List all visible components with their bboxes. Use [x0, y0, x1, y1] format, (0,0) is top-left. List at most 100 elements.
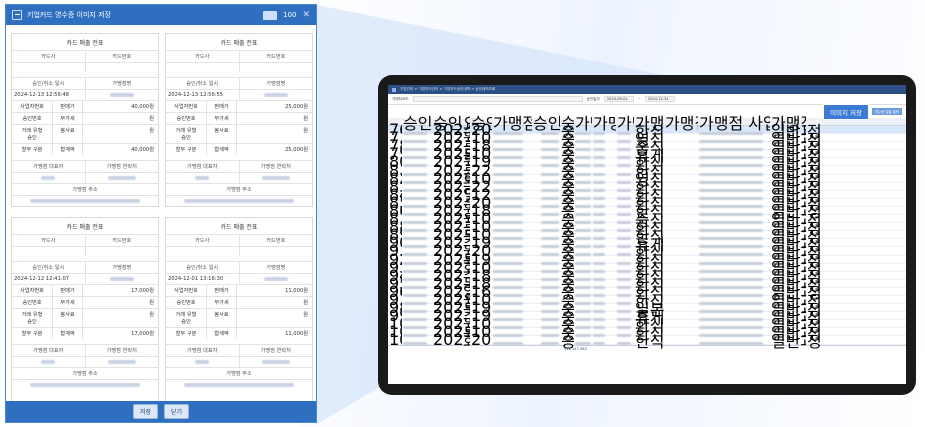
table-row[interactable]: 92 2024-11-07 목 19:18:57 승인 한식(2104) 일반과… [388, 250, 906, 270]
table-row[interactable]: 77 2024-09-30 월 10:39:03 승인 영식(2119) 일반과… [388, 128, 906, 149]
table-row[interactable]: 76 2024-10-23 수 20:48:14 승인 한식(4112) 일반과… [388, 120, 906, 141]
flag-cell: 정상 [807, 186, 820, 206]
flag-cell: 정상 [807, 226, 820, 246]
business-no-label: 사업자번호 [20, 104, 44, 110]
row-number: 79 [389, 144, 402, 164]
table-row[interactable]: 88 2024-11-15 금 10:50:47 승인 한식(2104) 일반과… [388, 217, 906, 238]
column-header[interactable]: 가맹점유형 [593, 113, 616, 133]
industry-cell: 한식(2104) [635, 267, 664, 287]
bizno-cell [574, 330, 592, 349]
table-row[interactable]: 97 2024-08-05 월 10:53:14 승인 한식(2104) 일반과… [388, 290, 906, 311]
merchant-cell [492, 298, 532, 317]
biz-status-cell: 일반과세자 [771, 291, 806, 311]
close-icon[interactable]: ✕ [302, 10, 310, 20]
table-row[interactable]: 84 2024-09-01 일 12:15:47 승인 한식(2104) 일반과… [388, 185, 906, 205]
bizno-cell [574, 250, 592, 269]
state-cell: 승인 [561, 299, 574, 319]
zoom-level: 100 [283, 11, 297, 19]
table-row[interactable]: 87 2024-11-18 월 10:51:49 승인 중식(2109) 일반과… [388, 209, 906, 230]
save-image-button[interactable]: 이미지 저장 [823, 103, 869, 120]
date-to-input[interactable]: 2024-12-31 [644, 96, 675, 102]
merchant-cell [492, 144, 532, 163]
service-fee-unit: 원 [236, 309, 312, 327]
table-row[interactable]: 96 2024-09-08 일 16:50:16 승인 한식(2104) 일반과… [388, 282, 906, 302]
receipt-title: 카드 매출 전표 [66, 40, 104, 47]
table-row[interactable]: 80 2024-09-23 월 19:10:18 승인 한식(2104) 일반과… [388, 152, 906, 173]
bizno-cell [574, 241, 592, 260]
table-row[interactable]: 91 2024-11-11 월 20:09:56 승인 한식(4112) 일반과… [388, 241, 906, 262]
table-row[interactable]: 98 2024-08-01 목 19:14:26 승인 일본음식점 전문(316… [388, 298, 906, 319]
table-row[interactable]: 99 2024-07-31 수 19:15:30 승인 휴게음식점(2002) … [388, 306, 906, 327]
address-cell [698, 298, 770, 317]
table-row[interactable]: 89 2024-11-14 목 10:56:45 승인 한식(2104) 일반과… [388, 225, 906, 246]
approval-datetime-label: 승인/취소 일시 [32, 81, 65, 87]
row-number: 81 [389, 160, 402, 180]
table-row[interactable]: 102 2024-07-09 화 20:12:25 승인 한식(2104) 일반… [388, 330, 906, 351]
address-cell [698, 201, 770, 220]
table-row[interactable]: 85 2024-12-04 수 20:07:15 승인 한식(4112) 일반과… [388, 193, 906, 213]
column-header[interactable]: 가맹점 업종명 [635, 113, 664, 133]
table-row[interactable]: 86 2024-12-02 월 18:21:24 승인 한식(2104) 일반과… [388, 201, 906, 221]
table-row[interactable]: 79 2024-09-26 목 10:52:55 승인 휴게음식점(2002) … [388, 144, 906, 165]
state-cell: 승인 [561, 202, 574, 222]
row-number: 84 [389, 184, 402, 204]
biz-status-cell: 일반과세자 [771, 145, 806, 165]
address-cell [698, 120, 770, 139]
table-row[interactable]: 82 2024-09-10 화 10:56:58 승인 영식(2119) 일반과… [388, 169, 906, 189]
table-row[interactable]: 95 2024-10-17 목 18:50:42 승인 한식(2104) 일반과… [388, 274, 906, 294]
column-header[interactable]: 승인시간 [471, 113, 492, 133]
table-row[interactable]: 81 2024-09-20 금 22:09:19 승인 한식(4112) 일반과… [388, 161, 906, 181]
column-header[interactable]: 승인금액(원화) [533, 113, 560, 133]
address-cell [698, 266, 770, 285]
bizno-cell [574, 258, 592, 277]
home-icon[interactable] [392, 87, 396, 92]
table-row[interactable]: 90 2024-11-13 수 19:01:53 승인 휴게음식점(2002) … [388, 233, 906, 254]
filter-input[interactable] [412, 96, 583, 102]
total-amount: 25,000원 [236, 144, 312, 155]
state-cell: 승인 [561, 267, 574, 287]
column-header[interactable]: 가맹점 사업자번호 [575, 113, 592, 133]
table-row[interactable]: 101 2024-07-11 목 10:31:50 승인 한식(2104) 일반… [388, 322, 906, 343]
save-button[interactable]: 저장 [132, 404, 158, 419]
flag-cell: 정상 [807, 307, 820, 327]
column-header[interactable]: 가맹점 사업 상태 [699, 113, 770, 133]
time-cell: 20:09:56 [471, 241, 492, 261]
column-header[interactable]: 승인상태 [561, 113, 574, 133]
approval-table: 승인번호승인일자요일승인시간가맹점명승인금액(원화)승인상태가맹점 사업자번호가… [388, 114, 906, 351]
receipt-card: 카드 매출 전표 카드사 카드번호 승인/취소 일시 가맹점명 2024-12-13… [11, 33, 159, 207]
date-cell: 2024-12-02 [433, 200, 462, 220]
industry-cell: 영식(2119) [635, 170, 664, 190]
print-all-button[interactable]: 영수증 일괄 출력 [872, 108, 902, 115]
merchant-type-cell [592, 306, 616, 325]
address-cell [698, 209, 770, 228]
time-cell: 18:01:30 [471, 265, 492, 285]
column-header[interactable]: 요일 [462, 110, 470, 134]
column-header[interactable]: 가맹점 주소 [665, 113, 698, 133]
row-number: 101 [389, 322, 402, 342]
address-cell [698, 169, 770, 188]
date-from-input[interactable]: 2024-09-01 [603, 96, 634, 102]
merchant-phone-label: 가맹점 연락처 [238, 345, 313, 356]
zoom-out-icon[interactable] [263, 10, 278, 20]
day-cell: 수 [462, 118, 470, 142]
table-row[interactable]: 100 2024-07-29 월 10:29:50 승인 한식(2104) 일반… [388, 314, 906, 335]
column-header[interactable]: 승인일자 [433, 113, 462, 133]
approval-no-cell [402, 314, 432, 333]
column-header[interactable]: 가맹점 공급대행 [617, 113, 634, 133]
table-row[interactable]: 93 2024-10-29 화 10:45:45 승인 한식(2104) 일반과… [388, 258, 906, 278]
total-label: 합계액 [206, 328, 236, 339]
table-row[interactable]: 78 2024-09-27 금 18:20:53 승인 중식(2109) 일반과… [388, 136, 906, 157]
day-cell: 목 [462, 142, 470, 166]
bizno-cell [574, 193, 592, 212]
table-row[interactable]: 94 2024-10-23 수 18:01:30 승인 한식(2104) 일반과… [388, 266, 906, 286]
column-header[interactable]: 승인번호 [403, 113, 432, 133]
row-number: 90 [389, 233, 402, 253]
column-header[interactable]: 가맹점 [771, 113, 806, 133]
column-header[interactable]: 가맹점명 [493, 113, 532, 133]
row-number: 77 [389, 128, 402, 148]
dialog-title: 키업커드 영수증 이미지 저장 [27, 11, 111, 19]
close-button[interactable]: 닫기 [164, 404, 190, 419]
industry-cell: 한식(2104) [635, 275, 664, 295]
total-amount: 11,000원 [236, 328, 312, 339]
table-row[interactable]: 83 2024-09-06 금 22:24:06 승인 한식(4112) 일반과… [388, 177, 906, 197]
